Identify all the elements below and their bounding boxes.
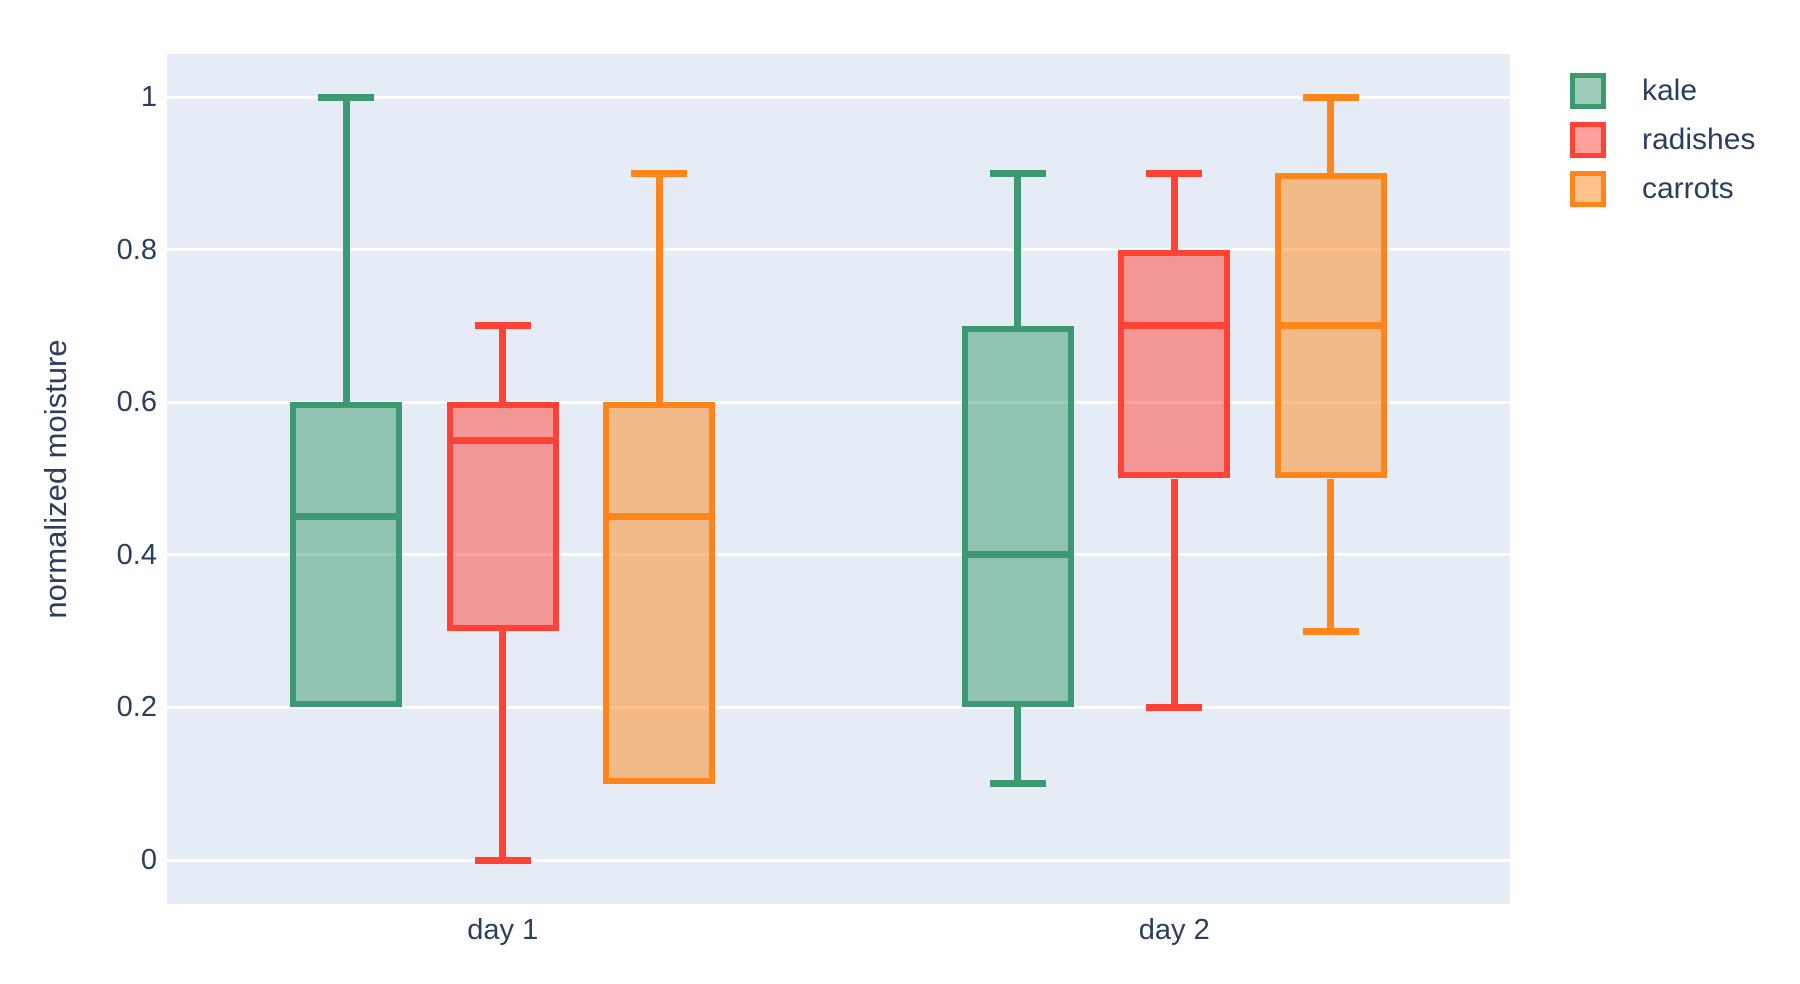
legend-item-radishes[interactable]: radishes [1570,122,1755,158]
whisker-cap-lower-radishes-day-2[interactable] [1146,703,1203,711]
median-carrots-day-2[interactable] [1274,322,1387,330]
whisker-upper-radishes-day-2[interactable] [1170,173,1178,250]
x-tick-label-day-1: day 1 [467,914,539,946]
y-tick-label: 0.6 [116,386,157,419]
whisker-upper-carrots-day-1[interactable] [655,173,663,403]
y-tick-label: 0 [140,844,157,876]
gridline-y-0.4 [167,553,1510,557]
legend-label: carrots [1642,172,1734,205]
whisker-cap-upper-kale-day-2[interactable] [989,169,1046,177]
box-radishes-day-2[interactable] [1118,249,1231,479]
plot-area[interactable] [167,54,1510,904]
legend-item-carrots[interactable]: carrots [1570,171,1755,207]
median-radishes-day-1[interactable] [446,436,559,444]
box-kale-day-2[interactable] [961,325,1074,708]
box-carrots-day-1[interactable] [603,402,716,784]
legend-item-kale[interactable]: kale [1570,73,1755,109]
y-tick-label: 1 [140,81,157,113]
whisker-cap-upper-carrots-day-1[interactable] [631,169,688,177]
whisker-cap-lower-radishes-day-1[interactable] [474,856,531,864]
legend-swatch-icon [1570,171,1606,207]
legend-label: radishes [1642,123,1756,156]
gridline-y-0.2 [167,705,1510,709]
whisker-cap-upper-kale-day-1[interactable] [318,93,375,101]
whisker-upper-kale-day-1[interactable] [342,97,350,403]
whisker-upper-kale-day-2[interactable] [1014,173,1022,326]
y-tick-label: 0.2 [116,691,157,724]
median-carrots-day-1[interactable] [603,513,716,521]
whisker-lower-carrots-day-2[interactable] [1327,478,1335,632]
whisker-lower-radishes-day-1[interactable] [499,631,507,860]
whisker-lower-kale-day-2[interactable] [1014,707,1022,784]
whisker-upper-radishes-day-1[interactable] [499,325,507,403]
legend-label: kale [1642,74,1698,107]
whisker-cap-upper-radishes-day-1[interactable] [474,322,531,330]
whisker-lower-radishes-day-2[interactable] [1170,478,1178,708]
legend-swatch-icon [1570,122,1606,158]
gridline-y-1 [167,95,1510,99]
whisker-cap-lower-kale-day-2[interactable] [989,780,1046,788]
y-axis-title: normalized moisture [38,339,73,619]
legend: kale radishes carrots [1570,73,1755,220]
whisker-cap-upper-carrots-day-2[interactable] [1302,93,1359,101]
whisker-cap-lower-carrots-day-2[interactable] [1302,627,1359,635]
gridline-y-0 [167,858,1510,862]
whisker-cap-upper-radishes-day-2[interactable] [1146,169,1203,177]
median-radishes-day-2[interactable] [1118,322,1231,330]
whisker-upper-carrots-day-2[interactable] [1327,97,1335,174]
y-tick-label: 0.8 [116,233,157,266]
gridline-y-0.6 [167,400,1510,404]
legend-swatch-icon [1570,73,1606,109]
x-tick-label-day-2: day 2 [1138,914,1210,946]
gridline-y-0.8 [167,248,1510,252]
box-kale-day-1[interactable] [290,402,403,708]
median-kale-day-2[interactable] [961,551,1074,559]
median-kale-day-1[interactable] [290,513,403,521]
y-tick-label: 0.4 [116,538,157,571]
